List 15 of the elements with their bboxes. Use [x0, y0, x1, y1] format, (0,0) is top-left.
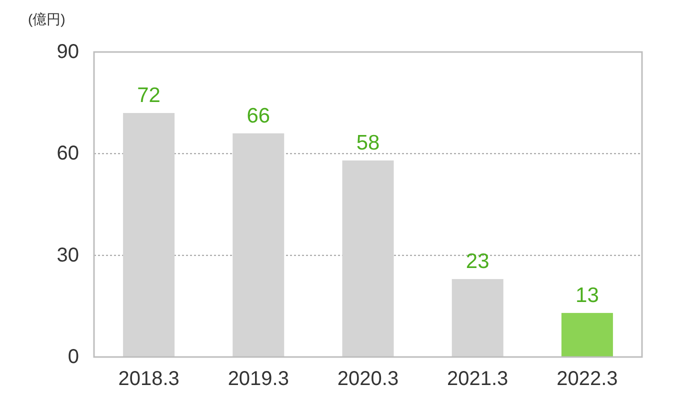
y-axis-title: (億円) [28, 11, 66, 27]
x-tick-label: 2020.3 [337, 368, 399, 390]
data-label: 66 [246, 104, 270, 128]
x-tick-label: 2021.3 [447, 368, 508, 390]
data-label: 72 [137, 84, 160, 107]
y-tick-label: 90 [56, 41, 79, 63]
y-tick-label: 0 [68, 346, 79, 368]
y-tick-label: 60 [56, 142, 79, 165]
data-label: 58 [356, 131, 380, 154]
x-tick-label: 2018.3 [118, 368, 180, 390]
data-label: 23 [466, 250, 490, 274]
data-label: 13 [576, 284, 599, 307]
x-tick-label: 2019.3 [228, 368, 289, 390]
y-tick-label: 30 [56, 244, 79, 266]
x-tick-label: 2022.3 [556, 368, 618, 390]
